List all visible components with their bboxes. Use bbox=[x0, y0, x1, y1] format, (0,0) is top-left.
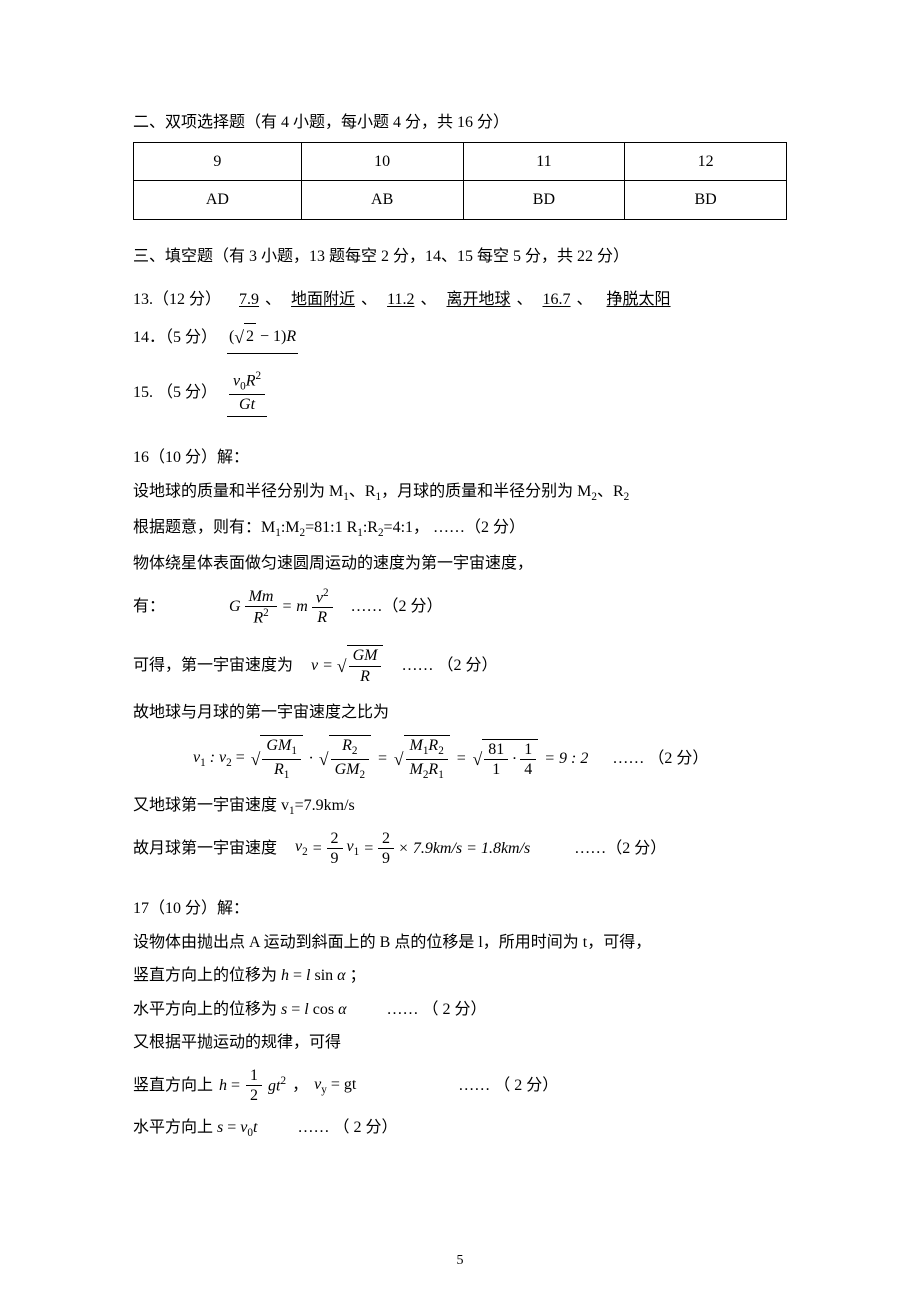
separator: 、 bbox=[517, 291, 533, 308]
table-cell: BD bbox=[463, 181, 625, 220]
q16-line1: 设地球的质量和半径分别为 M1、R1，月球的质量和半径分别为 M2、R2 bbox=[133, 479, 787, 507]
q14-label: 14．（5 分） bbox=[133, 325, 217, 351]
q16-eq2: 可得，第一宇宙速度为 v = GM R …… （2 分） bbox=[133, 645, 787, 685]
page-container: 二、双项选择题（有 4 小题，每小题 4 分，共 16 分） 9 10 11 1… bbox=[0, 0, 920, 1302]
q16-eq4: 故月球第一宇宙速度 v2 = 2 9 v1 = 2 9 × 7.9km/s = … bbox=[133, 829, 787, 868]
q16-line6: 又地球第一宇宙速度 v1=7.9km/s bbox=[133, 793, 787, 821]
q17-label: 17（10 分）解： bbox=[133, 896, 787, 922]
q16-line2: 根据题意，则有：M1:M2=81:1 R1:R2=4:1， ……（2 分） bbox=[133, 515, 787, 543]
separator: 、 bbox=[265, 291, 281, 308]
q16-line3: 物体绕星体表面做匀速圆周运动的速度为第一宇宙速度， bbox=[133, 551, 787, 577]
q15-answer: v0R2 Gt bbox=[227, 368, 267, 417]
q14-answer: (2 − 1)R bbox=[227, 321, 298, 354]
table-cell: 9 bbox=[134, 142, 302, 181]
q14: 14．（5 分） (2 − 1)R bbox=[133, 321, 787, 354]
q13-blank: 16.7 bbox=[541, 291, 573, 308]
table-row: 9 10 11 12 bbox=[134, 142, 787, 181]
table-cell: AD bbox=[134, 181, 302, 220]
table-cell: AB bbox=[301, 181, 463, 220]
q16-eq3: v1 : v2 = GM1 R1 · R2 GM2 = M1R2 M2R1 = … bbox=[193, 735, 787, 782]
q15-label: 15. （5 分） bbox=[133, 380, 217, 406]
section3-header: 三、填空题（有 3 小题，13 题每空 2 分，14、15 每空 5 分，共 2… bbox=[133, 244, 787, 270]
separator: 、 bbox=[577, 291, 593, 308]
q16-line5: 故地球与月球的第一宇宙速度之比为 bbox=[133, 700, 787, 726]
q17-line3: 水平方向上的位移为 s = l cos α …… （ 2 分） bbox=[133, 997, 787, 1023]
q13-blank: 11.2 bbox=[385, 291, 416, 308]
section2-header: 二、双项选择题（有 4 小题，每小题 4 分，共 16 分） bbox=[133, 110, 787, 136]
q17-line5: 竖直方向上 h = 1 2 gt2 ， vy = gt …… （ 2 分） bbox=[133, 1066, 787, 1105]
q13-blank: 离开地球 bbox=[444, 291, 512, 308]
table-row: AD AB BD BD bbox=[134, 181, 787, 220]
q13-blank: 挣脱太阳 bbox=[605, 291, 673, 308]
q15: 15. （5 分） v0R2 Gt bbox=[133, 368, 787, 417]
q13-blank: 7.9 bbox=[237, 291, 261, 308]
page-number: 5 bbox=[457, 1250, 464, 1272]
table-cell: 12 bbox=[625, 142, 787, 181]
table-cell: BD bbox=[625, 181, 787, 220]
q16-eq1: 有： G Mm R2 = m v2 R ……（2 分） bbox=[133, 587, 787, 628]
q13-label: 13.（12 分） bbox=[133, 291, 221, 308]
q13-blank: 地面附近 bbox=[289, 291, 357, 308]
q17-line1: 设物体由抛出点 A 运动到斜面上的 B 点的位移是 l，所用时间为 t，可得， bbox=[133, 930, 787, 956]
table-cell: 11 bbox=[463, 142, 625, 181]
q17-line6: 水平方向上 s = v0t …… （ 2 分） bbox=[133, 1115, 787, 1143]
answer-table: 9 10 11 12 AD AB BD BD bbox=[133, 142, 787, 220]
separator: 、 bbox=[361, 291, 377, 308]
q17-line2: 竖直方向上的位移为 h = l sin α ； bbox=[133, 963, 787, 989]
table-cell: 10 bbox=[301, 142, 463, 181]
q13: 13.（12 分） 7.9 、 地面附近 、 11.2 、 离开地球 、 16.… bbox=[133, 287, 787, 313]
separator: 、 bbox=[420, 291, 436, 308]
q17-line4: 又根据平抛运动的规律，可得 bbox=[133, 1030, 787, 1056]
q16-label: 16（10 分）解： bbox=[133, 445, 787, 471]
